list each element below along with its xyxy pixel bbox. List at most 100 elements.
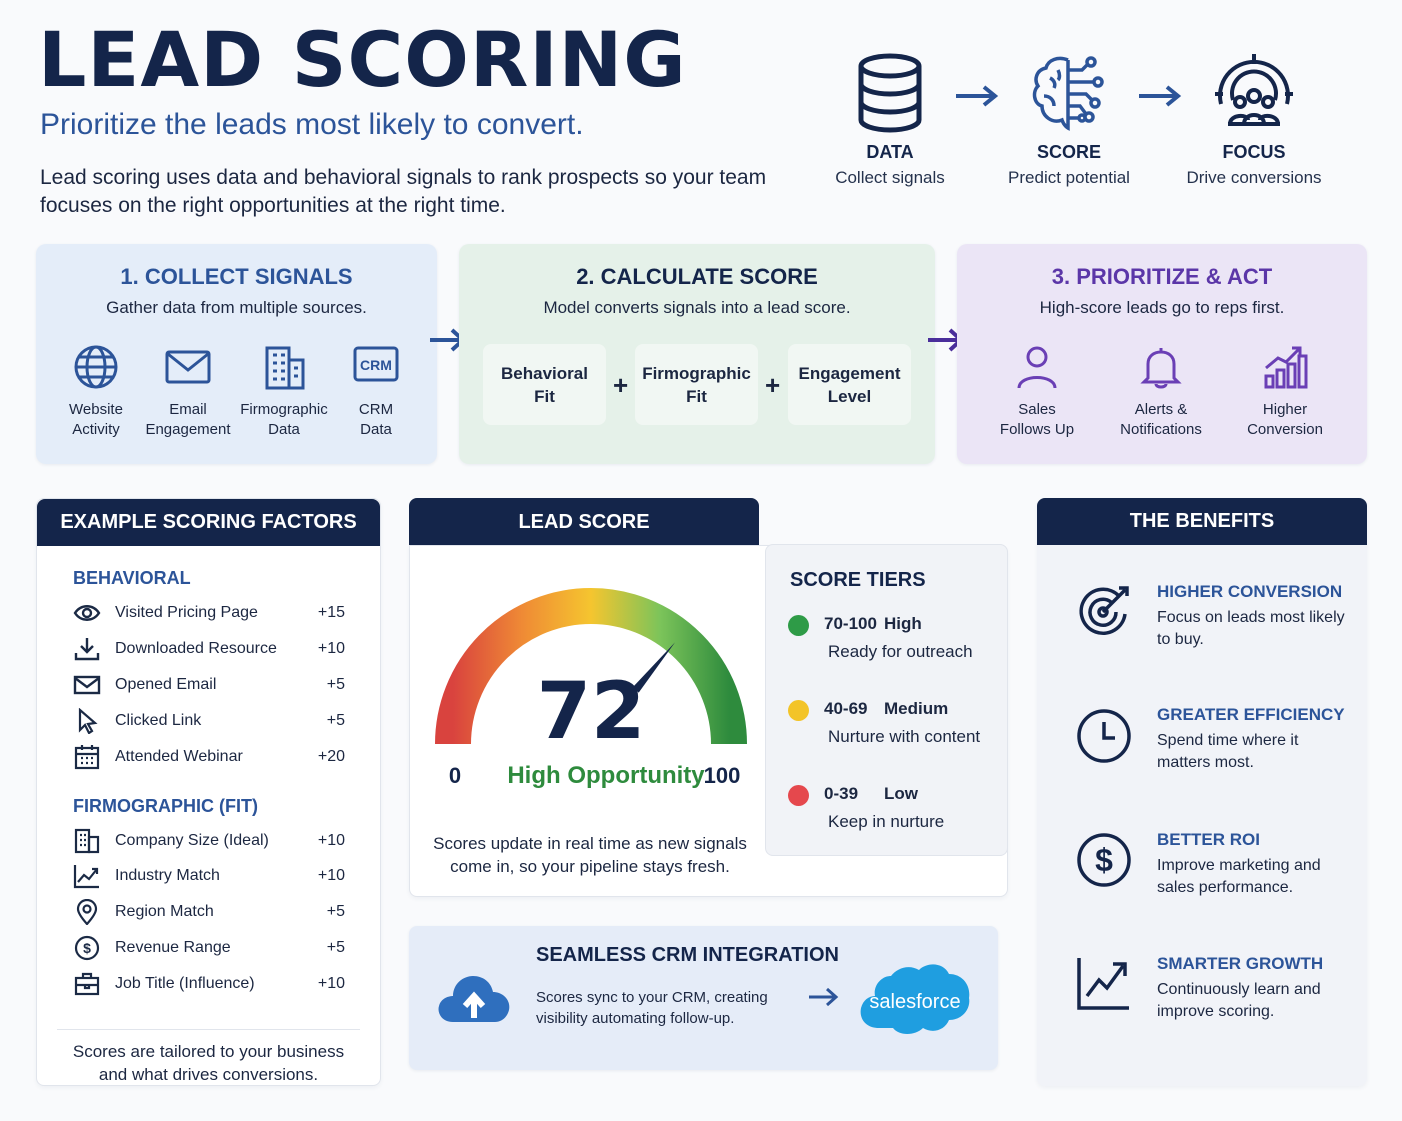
salesforce-text: salesforce bbox=[869, 991, 960, 1013]
page-title: LEAD SCORING bbox=[38, 15, 687, 104]
score-tiers-panel: SCORE TIERS 70-100 High Ready for outrea… bbox=[765, 544, 1008, 856]
signal-website-activity: Website Activity bbox=[46, 344, 146, 440]
arrow-right-icon bbox=[809, 987, 839, 1007]
card-header: EXAMPLE SCORING FACTORS bbox=[37, 499, 380, 546]
engagement-level-box: Engagement Level bbox=[788, 344, 911, 425]
factor-row: Downloaded Resource +10 bbox=[73, 635, 345, 663]
dollar-icon: $ bbox=[74, 935, 100, 961]
signal-email-engagement: Email Engagement bbox=[138, 344, 238, 440]
building-icon bbox=[74, 828, 100, 854]
step-title: 2. CALCULATE SCORE bbox=[576, 264, 818, 289]
briefcase-icon bbox=[74, 972, 100, 996]
factor-row: Clicked Link +5 bbox=[73, 707, 345, 735]
flow-desc: Collect signals bbox=[835, 168, 945, 187]
factor-row: $ Revenue Range +5 bbox=[73, 934, 345, 962]
person-icon bbox=[1017, 346, 1057, 389]
gauge-min: 0 bbox=[449, 763, 461, 788]
tier-dot bbox=[788, 615, 809, 636]
envelope-icon bbox=[165, 350, 211, 384]
crm-desc: Scores sync to your CRM, creating visibi… bbox=[536, 989, 768, 1027]
tier-dot bbox=[788, 700, 809, 721]
flow-title: SCORE bbox=[1036, 142, 1101, 162]
clock-icon bbox=[1077, 709, 1131, 763]
benefits-card: THE BENEFITS HIGHER CONVERSION Focus on … bbox=[1037, 498, 1367, 1086]
score-label: High Opportunity bbox=[507, 762, 705, 789]
eye-icon bbox=[73, 605, 101, 621]
crm-title: SEAMLESS CRM INTEGRATION bbox=[536, 944, 839, 966]
calendar-icon bbox=[74, 745, 100, 770]
factor-row: Company Size (Ideal) +10 bbox=[73, 827, 345, 855]
gauge-max: 100 bbox=[704, 763, 741, 788]
cursor-icon bbox=[78, 708, 98, 734]
firmographic-fit-box: Firmographic Fit bbox=[635, 344, 758, 425]
signal-crm-data: CRM CRM Data bbox=[326, 344, 426, 440]
growth-chart-icon bbox=[1264, 346, 1308, 389]
action-sales-follows-up: Sales Follows Up bbox=[987, 344, 1087, 440]
action-higher-conversion: Higher Conversion bbox=[1235, 344, 1335, 440]
step-desc: High-score leads go to reps first. bbox=[1039, 298, 1285, 317]
factor-row: Region Match +5 bbox=[73, 898, 345, 926]
flow-title: DATA bbox=[866, 142, 914, 162]
step-desc: Gather data from multiple sources. bbox=[106, 298, 367, 317]
lead-score-header: LEAD SCORE bbox=[409, 498, 759, 546]
arrow-right-icon bbox=[1139, 85, 1182, 107]
score-value: 72 bbox=[537, 667, 646, 757]
benefit-item: $ BETTER ROI Improve marketing and sales… bbox=[1037, 830, 1367, 930]
globe-icon bbox=[74, 345, 118, 389]
page-subtitle: Prioritize the leads most likely to conv… bbox=[40, 108, 584, 141]
gauge-arc bbox=[435, 588, 747, 745]
step-desc: Model converts signals into a lead score… bbox=[543, 298, 851, 317]
target-icon bbox=[1079, 586, 1129, 635]
plus-sign: + bbox=[613, 370, 629, 400]
trend-icon bbox=[73, 865, 99, 889]
benefit-item: GREATER EFFICIENCY Spend time where it m… bbox=[1037, 705, 1367, 805]
download-icon bbox=[74, 638, 100, 661]
scoring-factors-card: EXAMPLE SCORING FACTORS BEHAVIORAL Visit… bbox=[36, 498, 381, 1086]
factors-note: Scores are tailored to your business and… bbox=[57, 1029, 360, 1086]
plus-sign: + bbox=[765, 370, 781, 400]
target-people-icon bbox=[1215, 54, 1293, 126]
tiers-title: SCORE TIERS bbox=[790, 569, 926, 591]
arrow-right-icon bbox=[956, 85, 999, 107]
behavioral-section-title: BEHAVIORAL bbox=[73, 568, 191, 588]
flow-desc: Drive conversions bbox=[1186, 168, 1322, 187]
flow-step-score: SCORE Predict potential bbox=[994, 52, 1144, 188]
step-title: 1. COLLECT SIGNALS bbox=[120, 264, 353, 289]
svg-text:CRM: CRM bbox=[360, 357, 392, 373]
step-calculate-score: 2. CALCULATE SCORE Model converts signal… bbox=[459, 244, 935, 464]
flow-step-focus: FOCUS Drive conversions bbox=[1179, 52, 1329, 188]
tier-dot bbox=[788, 785, 809, 806]
salesforce-logo: salesforce bbox=[860, 964, 970, 1034]
crm-integration-panel: SEAMLESS CRM INTEGRATION Scores sync to … bbox=[409, 926, 998, 1070]
flow-desc: Predict potential bbox=[1008, 168, 1130, 187]
step-collect-signals: 1. COLLECT SIGNALS Gather data from mult… bbox=[36, 244, 437, 464]
bell-icon bbox=[1140, 348, 1182, 389]
behavioral-fit-box: Behavioral Fit bbox=[483, 344, 606, 425]
dollar-circle-icon: $ bbox=[1077, 833, 1131, 887]
database-icon bbox=[858, 53, 922, 133]
svg-text:$: $ bbox=[83, 940, 91, 956]
growth-icon bbox=[1077, 958, 1129, 1010]
firmographic-section-title: FIRMOGRAPHIC (FIT) bbox=[73, 796, 258, 816]
factor-row: Job Title (Influence) +10 bbox=[73, 970, 345, 998]
action-alerts-notifications: Alerts & Notifications bbox=[1111, 344, 1211, 440]
benefit-item: HIGHER CONVERSION Focus on leads most li… bbox=[1037, 582, 1367, 682]
step-title: 3. PRIORITIZE & ACT bbox=[1051, 264, 1273, 289]
signal-firmographic-data: Firmographic Data bbox=[234, 344, 334, 440]
factor-row: Industry Match +10 bbox=[73, 862, 345, 890]
svg-text:$: $ bbox=[1095, 842, 1113, 878]
gauge-needle bbox=[632, 642, 676, 693]
cloud-upload-icon bbox=[438, 976, 510, 1022]
building-icon bbox=[265, 346, 305, 390]
flow-title: FOCUS bbox=[1222, 142, 1286, 162]
mail-icon bbox=[73, 675, 101, 695]
factor-row: Opened Email +5 bbox=[73, 671, 345, 699]
flow-step-data: DATA Collect signals bbox=[820, 52, 960, 188]
factor-row: Attended Webinar +20 bbox=[73, 743, 345, 771]
card-header: THE BENEFITS bbox=[1037, 498, 1367, 545]
factor-row: Visited Pricing Page +15 bbox=[73, 599, 345, 627]
pin-icon bbox=[76, 899, 98, 925]
intro-text: Lead scoring uses data and behavioral si… bbox=[40, 166, 767, 217]
benefit-item: SMARTER GROWTH Continuously learn and im… bbox=[1037, 954, 1367, 1054]
brain-circuit-icon bbox=[1032, 56, 1104, 131]
